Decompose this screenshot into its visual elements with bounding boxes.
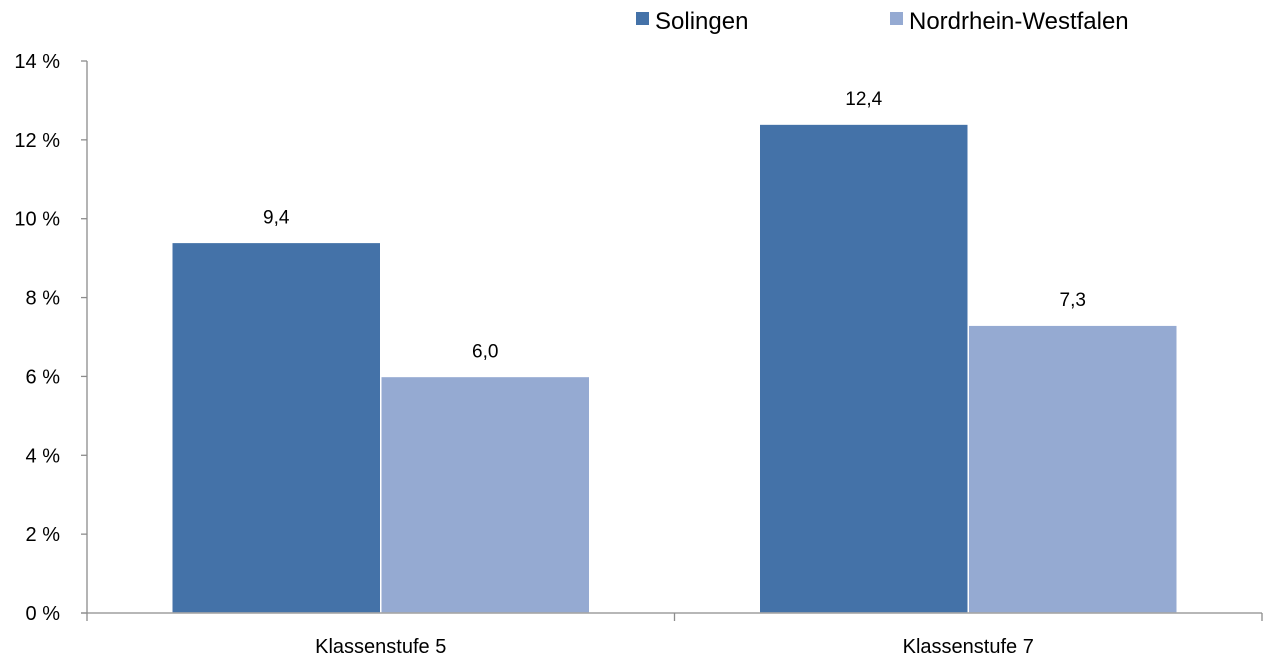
legend-item: Nordrhein-Westfalen xyxy=(890,8,1129,35)
data-label: 6,0 xyxy=(472,341,498,362)
y-tick-label: 8 % xyxy=(26,288,61,310)
bar-solingen-1 xyxy=(171,241,382,614)
y-tick-label: 12 % xyxy=(14,130,60,152)
y-tick-label: 0 % xyxy=(26,603,61,625)
y-tick-label: 10 % xyxy=(14,209,60,231)
legend: Solingen Nordrhein-Westfalen xyxy=(636,8,1129,35)
bar-nordrhein-westfalen-1 xyxy=(380,375,591,614)
legend-item: Solingen xyxy=(636,8,748,35)
x-axis: Klassenstufe 5 Klassenstufe 7 xyxy=(81,612,1263,658)
y-tick-label: 6 % xyxy=(26,366,61,388)
data-label: 9,4 xyxy=(263,207,290,228)
data-label: 7,3 xyxy=(1060,290,1086,311)
bar-solingen-2 xyxy=(758,123,969,614)
x-category-label: Klassenstufe 5 xyxy=(315,636,446,658)
bar-nordrhein-westfalen-2 xyxy=(967,324,1178,614)
legend-swatch xyxy=(890,12,903,25)
legend-label: Nordrhein-Westfalen xyxy=(909,8,1129,35)
y-axis: 0 % 2 % 4 % 6 % 8 % 10 % 12 % 14 % xyxy=(14,51,88,625)
legend-label: Solingen xyxy=(655,8,748,35)
x-category-label: Klassenstufe 7 xyxy=(903,636,1034,658)
y-tick-label: 14 % xyxy=(14,51,60,73)
legend-swatch xyxy=(636,12,649,25)
y-tick-label: 2 % xyxy=(26,524,61,546)
bars: 9,4 6,0 12,4 7,3 xyxy=(171,89,1178,614)
y-tick-label: 4 % xyxy=(26,445,61,467)
data-label: 12,4 xyxy=(845,89,882,110)
